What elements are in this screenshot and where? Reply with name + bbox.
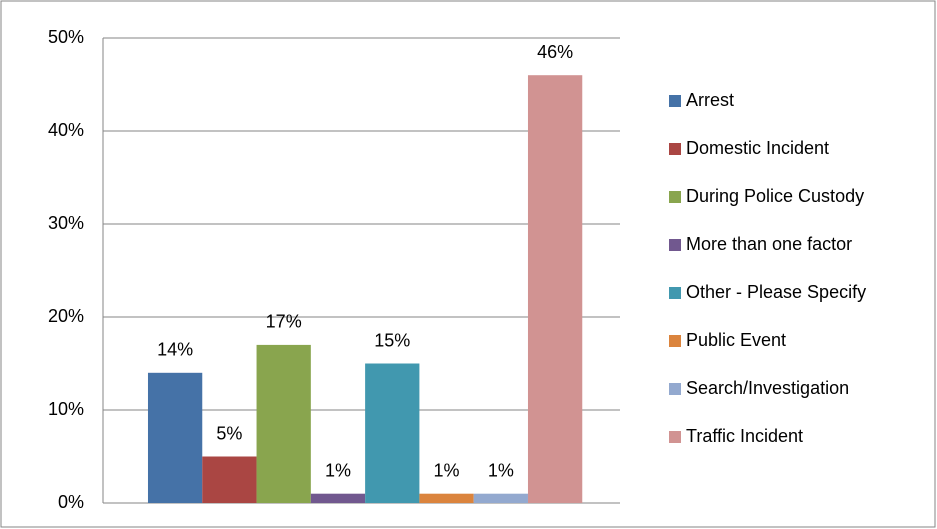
- legend-swatch: [669, 191, 681, 203]
- y-tick-label: 30%: [48, 213, 84, 233]
- data-label: 17%: [266, 312, 302, 332]
- legend-label: During Police Custody: [686, 186, 864, 206]
- y-tick-label: 50%: [48, 27, 84, 47]
- legend-swatch: [669, 95, 681, 107]
- bar: [202, 456, 257, 503]
- y-tick-label: 0%: [58, 492, 84, 512]
- data-label: 1%: [488, 460, 514, 480]
- legend-label: More than one factor: [686, 234, 852, 254]
- legend-label: Arrest: [686, 90, 734, 110]
- data-label: 1%: [434, 460, 460, 480]
- legend-swatch: [669, 383, 681, 395]
- legend-label: Traffic Incident: [686, 426, 803, 446]
- legend-label: Search/Investigation: [686, 378, 849, 398]
- y-tick-label: 40%: [48, 120, 84, 140]
- data-label: 14%: [157, 340, 193, 360]
- bar: [147, 372, 203, 503]
- bar: [256, 344, 311, 503]
- bar: [419, 493, 474, 503]
- bar: [527, 75, 583, 503]
- legend-swatch: [669, 143, 681, 155]
- data-label: 5%: [216, 423, 242, 443]
- legend-swatch: [669, 431, 681, 443]
- y-tick-label: 20%: [48, 306, 84, 326]
- legend-swatch: [669, 335, 681, 347]
- bar: [310, 493, 366, 503]
- data-label: 46%: [537, 42, 573, 62]
- y-tick-label: 10%: [48, 399, 84, 419]
- data-label: 1%: [325, 460, 351, 480]
- data-label: 15%: [374, 330, 410, 350]
- legend-label: Public Event: [686, 330, 786, 350]
- legend-label: Domestic Incident: [686, 138, 829, 158]
- legend-swatch: [669, 287, 681, 299]
- legend-label: Other - Please Specify: [686, 282, 866, 302]
- legend-swatch: [669, 239, 681, 251]
- bar: [473, 493, 528, 503]
- bar: [365, 363, 420, 503]
